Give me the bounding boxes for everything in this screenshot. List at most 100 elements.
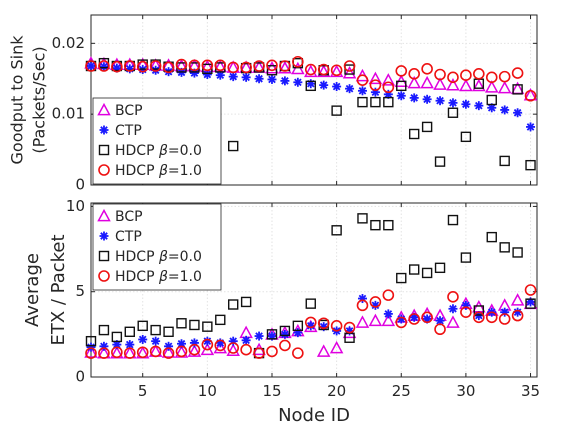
x-tick-label: 15 [262,382,281,400]
data-point [447,214,459,226]
data-point [149,345,162,358]
legend-label: CTP [115,123,142,139]
data-point [254,331,264,341]
legend-marker [98,164,110,176]
data-point [188,59,201,72]
data-point [329,340,344,354]
x-tick-label: 35 [521,382,540,400]
data-point [446,315,460,328]
data-point [138,334,148,344]
data-point [395,65,408,77]
data-point [305,80,316,92]
data-point [124,326,135,337]
data-point [98,324,110,336]
data-point [524,89,537,102]
legend-label: HDCP β=0.0 [115,143,202,159]
legend: BCP CTP HDCP β=0.0 HDCP β=1.0 [92,97,222,185]
data-point [175,345,188,358]
data-point [408,67,420,80]
data-point [278,61,292,74]
data-point [254,74,264,84]
data-point [317,63,330,76]
data-point [357,86,367,96]
data-point [500,105,510,115]
data-point [306,79,316,89]
data-point [162,61,175,74]
data-point [176,318,187,329]
data-point [227,61,240,74]
data-point [461,99,471,109]
data-point [291,61,305,75]
data-point [293,328,303,338]
data-point [395,316,408,329]
data-point [123,60,136,72]
data-point [149,60,162,72]
data-point [150,324,161,336]
data-point [382,81,395,94]
data-point [474,101,484,111]
data-point [201,338,214,351]
data-point [472,78,486,92]
data-point [215,70,225,80]
data-point [434,323,446,336]
data-point [407,75,421,89]
data-point [525,298,536,309]
legend-marker [98,250,110,262]
data-point [213,340,228,354]
data-point [487,103,497,113]
data-point [151,336,161,346]
data-point [447,291,459,303]
data-point [473,67,485,80]
data-point [123,347,136,359]
data-point [435,96,445,106]
data-point [84,345,98,358]
legend-marker [98,144,110,156]
data-point [305,298,316,309]
data-point [330,64,343,77]
data-point [342,66,357,79]
legend-marker [98,270,110,282]
data-point [266,59,278,72]
data-point [383,96,394,108]
data-point [396,272,407,284]
y-axis-label: Goodput to Sink [8,35,27,165]
data-point [448,98,458,108]
y-axis-label: ETX / Packet [48,234,69,345]
data-point [421,311,433,324]
data-point [279,325,291,337]
data-point [240,296,252,308]
data-point [332,82,342,92]
data-point [265,61,279,74]
series [85,213,536,359]
x-tick-label: 25 [392,382,411,400]
data-point [329,64,344,78]
x-tick-label: 5 [138,382,148,400]
data-point [383,309,393,319]
data-point [239,325,253,339]
data-point [447,107,459,118]
series [85,284,537,359]
y-tick-label: 0.01 [52,105,85,123]
data-point [524,284,537,296]
data-point [497,80,512,94]
data-point [240,61,252,74]
data-point [447,71,459,84]
y-tick-label: 0 [75,176,85,194]
data-point [85,347,97,359]
data-point [111,346,123,359]
data-point [317,317,330,330]
data-point [446,78,460,91]
y-axis-label: (Packets/Sec) [30,46,49,153]
data-point [421,267,433,279]
data-point [370,300,380,310]
data-point [485,71,498,84]
data-point [512,247,523,258]
y-tick-label: 5 [75,282,85,300]
data-point [304,316,317,329]
data-point [460,131,472,143]
data-point [215,314,226,326]
data-point [381,73,396,86]
data-point [356,74,369,86]
data-point [330,320,343,332]
